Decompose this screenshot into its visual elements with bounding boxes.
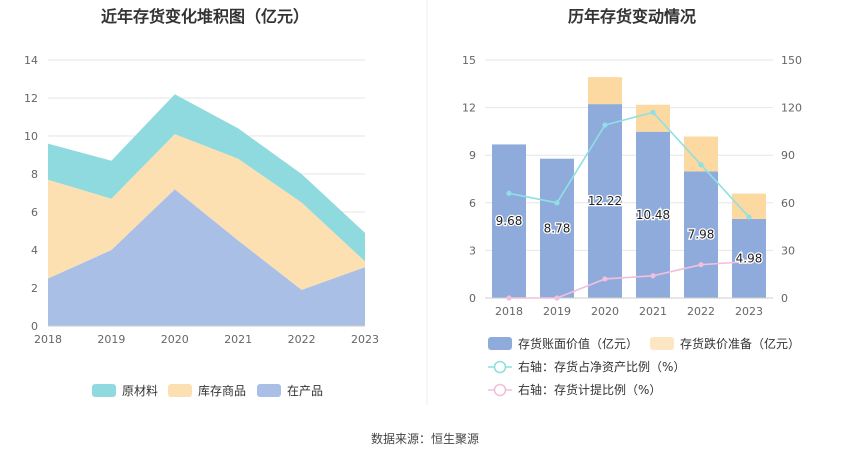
line-series-0: [508, 111, 750, 218]
line-series-1: [509, 260, 750, 299]
bar-data-label: 4.98: [736, 251, 763, 265]
right-x-tick-label: 2023: [735, 305, 763, 318]
line-point-1: [602, 276, 608, 282]
left-chart-title: 近年存货变化堆积图（亿元）: [101, 7, 309, 26]
right-x-tick-label: 2022: [687, 305, 715, 318]
left-legend-swatch: [168, 384, 192, 397]
bar-book-value: [492, 144, 526, 298]
line-point-1: [698, 262, 704, 268]
bar-data-label: 12.22: [588, 194, 622, 208]
bar-data-label: 9.68: [496, 214, 523, 228]
right-right-y-tick-label: 150: [781, 54, 802, 67]
right-chart-title: 历年存货变动情况: [568, 7, 696, 26]
right-x-tick-label: 2019: [543, 305, 571, 318]
right-right-y-tick-label: 0: [781, 292, 788, 305]
right-bars: [485, 77, 773, 299]
line-point-0: [506, 190, 512, 196]
right-y-axes: 0 0 3 30 6 60 9 90 12 120 15 150: [462, 54, 802, 305]
right-right-y-tick-label: 90: [781, 149, 795, 162]
left-x-tick-label: 2020: [161, 333, 189, 346]
line-point-0: [698, 162, 704, 168]
area-在产品: [48, 189, 365, 326]
left-y-tick-label: 14: [24, 54, 38, 67]
line-point-1: [650, 273, 656, 279]
bar-provision: [588, 77, 622, 105]
line-point-0: [554, 200, 560, 206]
bar-book-value: [540, 158, 574, 298]
right-left-y-tick-label: 3: [469, 244, 476, 257]
bar-book-value: [588, 104, 622, 298]
left-x-tick-label: 2023: [351, 333, 379, 346]
right-right-y-tick-label: 120: [781, 102, 802, 115]
right-x-tick-label: 2018: [495, 305, 523, 318]
right-right-y-tick-label: 30: [781, 244, 795, 257]
source-note: 数据来源：恒生聚源: [371, 431, 479, 446]
right-x-axis: 2018 2019 2020 2021 2022 2023: [495, 305, 763, 318]
legend-swatch-provision: [650, 337, 674, 350]
bar-data-label: 8.78: [544, 221, 571, 235]
right-legend: 存货账面价值（亿元） 存货跌价准备（亿元） 右轴：存货占净资产比例（%） 右轴：存货计…: [488, 336, 800, 397]
area-库存商品: [48, 134, 365, 290]
left-y-tick-label: 12: [24, 92, 38, 105]
line-point-0: [746, 214, 752, 220]
left-legend-label: 在产品: [287, 384, 323, 398]
left-y-tick-label: 2: [31, 282, 38, 295]
line-point-1: [554, 295, 560, 301]
left-x-tick-label: 2018: [34, 333, 62, 346]
right-left-y-tick-label: 9: [469, 149, 476, 162]
legend-marker-1: [493, 383, 507, 397]
legend-swatch-book-value: [488, 337, 512, 350]
left-y-tick-label: 4: [31, 244, 38, 257]
right-left-y-tick-label: 6: [469, 197, 476, 210]
bar-data-label: 10.48: [636, 208, 670, 222]
legend-label-line-1: 右轴：存货计提比例（%）: [518, 382, 661, 397]
bar-data-label: 7.98: [688, 228, 715, 242]
line-point-0: [602, 122, 608, 128]
left-legend-label: 库存商品: [198, 383, 246, 398]
right-lines: [506, 109, 752, 301]
line-point-1: [506, 295, 512, 301]
area-原材料: [48, 94, 365, 262]
left-y-axis: 0 2 4 6 8 10 12 14: [24, 54, 38, 333]
bar-book-value: [636, 131, 670, 298]
legend-label-book-value: 存货账面价值（亿元）: [518, 336, 638, 351]
right-left-y-tick-label: 12: [462, 102, 476, 115]
left-legend-label: 原材料: [122, 384, 158, 398]
line-point-0: [650, 109, 656, 115]
legend-marker-0: [493, 360, 507, 374]
left-legend: 原材料 库存商品 在产品: [92, 383, 323, 398]
right-left-y-tick-label: 0: [469, 292, 476, 305]
left-legend-swatch: [92, 384, 116, 397]
bar-provision: [636, 104, 670, 132]
right-x-tick-label: 2021: [639, 305, 667, 318]
left-y-tick-label: 0: [31, 320, 38, 333]
legend-label-provision: 存货跌价准备（亿元）: [680, 336, 800, 351]
line-point-1: [746, 258, 752, 265]
bar-book-value: [684, 171, 718, 298]
right-right-y-tick-label: 60: [781, 197, 795, 210]
left-areas: [48, 94, 365, 326]
left-y-tick-label: 6: [31, 206, 38, 219]
right-x-tick-label: 2020: [591, 305, 619, 318]
left-y-tick-label: 10: [24, 130, 38, 143]
left-x-axis: 2018 2019 2020 2021 2022 2023: [34, 325, 379, 346]
left-legend-swatch: [257, 384, 281, 397]
right-left-y-tick-label: 15: [462, 54, 476, 67]
left-x-tick-label: 2019: [97, 333, 125, 346]
left-x-tick-label: 2021: [224, 333, 252, 346]
right-bar-labels: 9.68 8.78 12.22 10.48 7.98 4.98: [494, 193, 763, 267]
legend-label-line-0: 右轴：存货占净资产比例（%）: [518, 359, 685, 374]
left-y-tick-label: 8: [31, 168, 38, 181]
left-x-tick-label: 2022: [288, 333, 316, 346]
bar-book-value: [732, 218, 766, 298]
